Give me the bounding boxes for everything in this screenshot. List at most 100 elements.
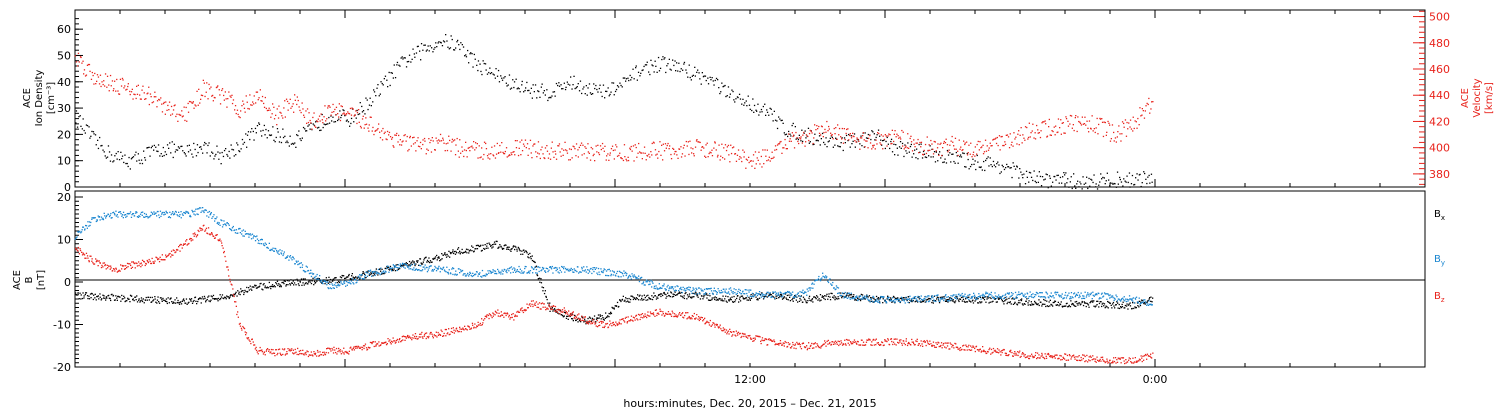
data-point <box>706 297 708 299</box>
data-point <box>683 61 686 64</box>
data-point <box>805 137 807 139</box>
data-point <box>474 58 476 60</box>
data-point <box>311 272 313 274</box>
data-point <box>748 296 750 299</box>
data-point <box>321 113 323 116</box>
data-point <box>894 130 896 132</box>
data-point <box>858 295 860 297</box>
data-point <box>703 293 705 295</box>
data-point <box>610 91 612 93</box>
data-point <box>221 89 223 92</box>
data-point <box>845 132 847 135</box>
data-point <box>355 282 357 284</box>
data-point <box>135 299 137 301</box>
data-point <box>461 248 463 251</box>
data-point <box>738 288 740 290</box>
data-point <box>930 295 933 297</box>
data-point <box>592 93 594 95</box>
data-point <box>190 298 193 300</box>
data-point <box>578 272 580 274</box>
data-point <box>78 298 80 300</box>
data-point <box>1123 122 1125 125</box>
data-point <box>739 300 742 302</box>
data-point <box>790 135 792 137</box>
data-point <box>761 111 763 113</box>
data-point <box>333 284 336 286</box>
data-point <box>178 303 181 305</box>
data-point <box>337 119 339 122</box>
data-point <box>266 286 269 288</box>
data-point <box>323 280 325 282</box>
data-point <box>247 290 249 293</box>
data-point <box>206 152 208 154</box>
data-point <box>484 275 487 277</box>
data-point <box>710 79 712 81</box>
data-point <box>597 91 599 93</box>
data-point <box>936 296 938 298</box>
data-point <box>774 119 777 121</box>
data-point <box>97 295 99 297</box>
data-point <box>596 151 598 153</box>
data-point <box>871 130 873 132</box>
data-point <box>289 98 291 100</box>
data-point <box>307 121 310 124</box>
data-point <box>404 57 406 59</box>
data-point <box>444 252 446 254</box>
data-point <box>497 247 500 249</box>
data-point <box>196 208 199 210</box>
data-point <box>774 145 777 147</box>
data-point <box>544 157 546 160</box>
data-point <box>588 269 590 271</box>
data-point <box>710 299 712 301</box>
data-point <box>670 69 672 71</box>
data-point <box>285 98 288 100</box>
data-point <box>234 229 236 231</box>
data-point <box>499 244 501 246</box>
data-point <box>323 123 325 125</box>
data-point <box>315 281 317 284</box>
data-point <box>332 287 334 289</box>
data-point <box>534 84 537 86</box>
data-point <box>983 160 985 163</box>
data-point <box>245 133 247 135</box>
data-point <box>274 286 276 288</box>
data-point <box>607 315 609 317</box>
data-point <box>656 288 658 290</box>
data-point <box>344 113 346 115</box>
data-point <box>650 151 652 153</box>
data-point <box>310 275 313 278</box>
data-point <box>661 144 663 146</box>
data-point <box>1090 178 1092 180</box>
data-point <box>752 293 754 295</box>
data-point <box>222 155 225 158</box>
data-point <box>264 244 266 247</box>
data-point <box>784 291 787 294</box>
data-point <box>787 290 789 293</box>
data-point <box>298 284 300 287</box>
data-point <box>998 298 1000 300</box>
data-point <box>1109 185 1111 187</box>
data-point <box>202 79 204 81</box>
data-point <box>108 297 110 299</box>
data-point <box>873 133 875 135</box>
data-point <box>1141 182 1143 184</box>
data-point <box>309 128 311 130</box>
data-point <box>807 290 809 292</box>
data-point <box>1122 185 1124 187</box>
data-point <box>873 301 875 303</box>
data-point <box>978 302 980 304</box>
data-point <box>654 287 656 290</box>
data-point <box>860 135 862 137</box>
data-point <box>413 261 415 263</box>
data-point <box>805 291 807 294</box>
data-point <box>364 274 366 276</box>
data-point <box>713 297 715 299</box>
data-point <box>199 297 201 300</box>
data-point <box>879 301 881 303</box>
data-point <box>434 256 437 258</box>
data-point <box>406 135 408 138</box>
data-point <box>209 214 211 216</box>
data-point <box>483 141 486 143</box>
data-point <box>536 272 538 274</box>
data-point <box>143 150 145 152</box>
